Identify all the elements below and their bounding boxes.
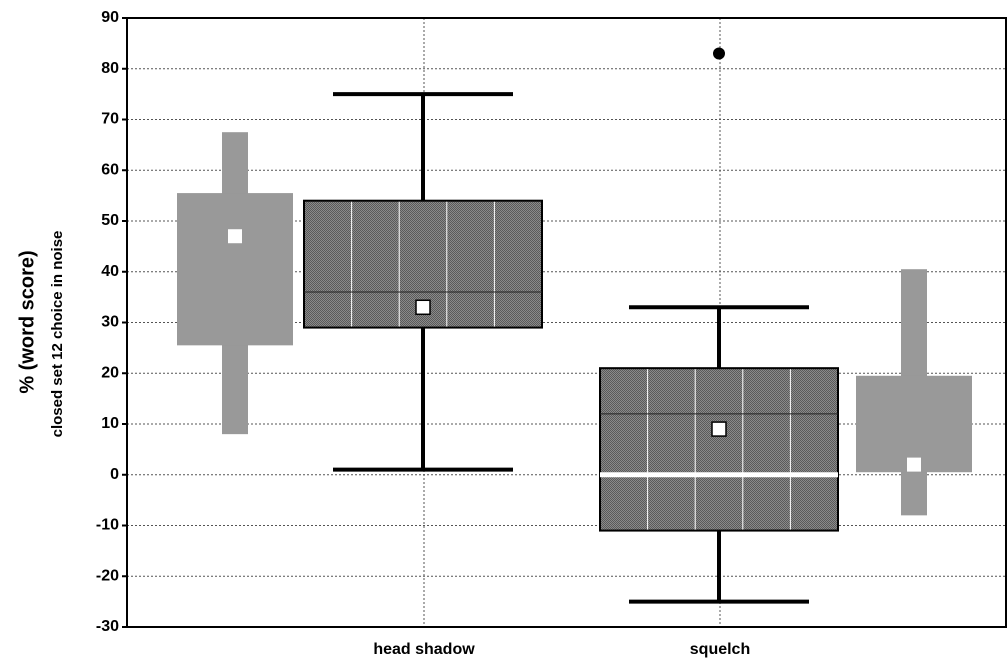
y-tick-label: 40: [101, 263, 119, 280]
x-tick-label: head shadow: [373, 641, 475, 658]
mean-marker: [415, 299, 431, 316]
x-tick-label: squelch: [690, 641, 750, 658]
outlier: [713, 47, 725, 60]
y-tick-label: 50: [101, 212, 119, 229]
y-tick-label: 0: [110, 466, 119, 483]
plot-frame: [126, 17, 1007, 628]
box: [599, 367, 839, 532]
y-tick-label: 80: [101, 60, 119, 77]
y-tick-label: -30: [96, 618, 119, 635]
y-axis-label: % (word score): [16, 250, 38, 393]
y-tick-label: -10: [96, 517, 119, 534]
y-tick-label: 30: [101, 314, 119, 331]
y-tick-label: 60: [101, 161, 119, 178]
y-axis-sublabel: closed set 12 choice in noise: [49, 231, 66, 438]
mean-marker: [228, 229, 242, 244]
y-tick-label: 20: [101, 364, 119, 381]
box: [177, 193, 293, 346]
mean-marker: [711, 421, 727, 437]
y-tick-label: 90: [101, 9, 119, 26]
box: [856, 375, 972, 473]
y-tick-label: -20: [96, 567, 119, 584]
y-tick-label: 70: [101, 111, 119, 128]
mean-marker: [907, 457, 921, 472]
y-tick-label: 10: [101, 415, 119, 432]
